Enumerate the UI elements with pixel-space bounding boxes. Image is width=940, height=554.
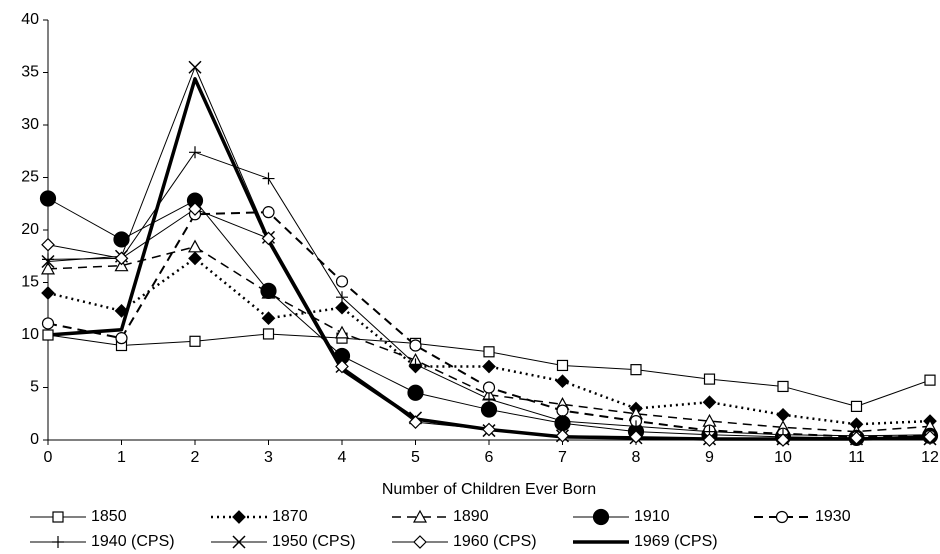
marker [41,254,55,269]
marker [52,511,64,523]
marker [42,329,54,341]
legend-label: 1969 (CPS) [634,533,718,550]
marker [776,433,790,447]
marker [407,384,424,401]
marker [52,536,64,548]
y-tick-label: 25 [21,169,39,186]
marker [482,359,496,374]
marker [408,415,423,429]
x-tick-label: 9 [705,449,714,466]
marker [776,407,790,422]
y-tick-label: 0 [30,431,39,448]
marker [629,430,643,444]
marker [335,300,349,315]
x-tick-label: 5 [411,449,420,466]
marker [923,430,937,444]
marker [114,251,129,266]
marker [409,339,422,352]
x-tick-label: 10 [774,449,792,466]
x-tick-label: 6 [485,449,494,466]
marker [777,380,789,393]
marker [413,535,427,549]
marker [189,146,201,159]
marker [702,395,717,410]
y-tick-label: 5 [30,379,39,396]
marker [483,393,495,406]
marker [412,509,428,523]
legend-label: 1870 [272,508,308,525]
x-tick-label: 7 [558,449,567,466]
marker [114,304,129,318]
marker [482,422,496,437]
marker [335,359,349,374]
marker [849,431,864,445]
marker [261,311,276,326]
marker [924,374,936,386]
legend-label: 1910 [634,508,670,525]
marker [630,364,642,376]
x-axis-label: Number of Children Ever Born [382,481,596,498]
marker [187,239,203,253]
marker [40,261,56,275]
marker [482,381,496,394]
marker [262,172,275,185]
marker [232,510,246,524]
marker [850,400,863,412]
marker [555,374,570,389]
marker [262,328,275,340]
marker [556,359,569,372]
y-tick-label: 35 [21,64,39,81]
marker [775,510,789,524]
marker [41,237,55,252]
marker [188,202,202,216]
marker [41,286,55,300]
marker [262,206,275,219]
marker [483,346,495,358]
x-tick-label: 0 [44,449,53,466]
x-tick-label: 12 [921,449,939,466]
x-tick-label: 1 [117,449,126,466]
marker [115,332,128,345]
marker [703,373,716,385]
x-tick-label: 3 [264,449,273,466]
legend-label: 1930 [815,508,851,525]
marker [232,535,246,549]
marker [592,508,610,526]
legend-label: 1850 [91,508,127,525]
x-tick-label: 11 [848,449,865,466]
legend-label: 1890 [453,508,489,525]
marker [39,190,57,207]
y-tick-label: 40 [21,11,39,28]
marker [188,60,202,74]
marker [114,258,129,272]
marker [42,253,54,266]
marker [261,231,276,246]
legend-label: 1940 (CPS) [91,533,175,550]
marker [409,358,422,371]
marker [113,231,130,248]
marker [260,282,277,299]
y-tick-label: 10 [21,326,39,343]
legend-label: 1950 (CPS) [272,533,356,550]
marker [188,251,202,266]
y-tick-label: 30 [21,116,39,133]
y-tick-label: 15 [21,274,39,291]
marker [334,325,350,339]
x-tick-label: 8 [632,449,641,466]
marker [556,415,569,428]
marker [556,404,569,417]
y-tick-label: 20 [21,221,39,238]
x-tick-label: 2 [191,449,200,466]
marker [41,317,55,330]
marker [555,428,570,443]
marker [189,335,201,347]
legend-label: 1960 (CPS) [453,533,537,550]
marker [702,433,717,447]
x-tick-label: 4 [338,449,347,466]
marker [336,291,348,304]
marker [335,275,349,288]
